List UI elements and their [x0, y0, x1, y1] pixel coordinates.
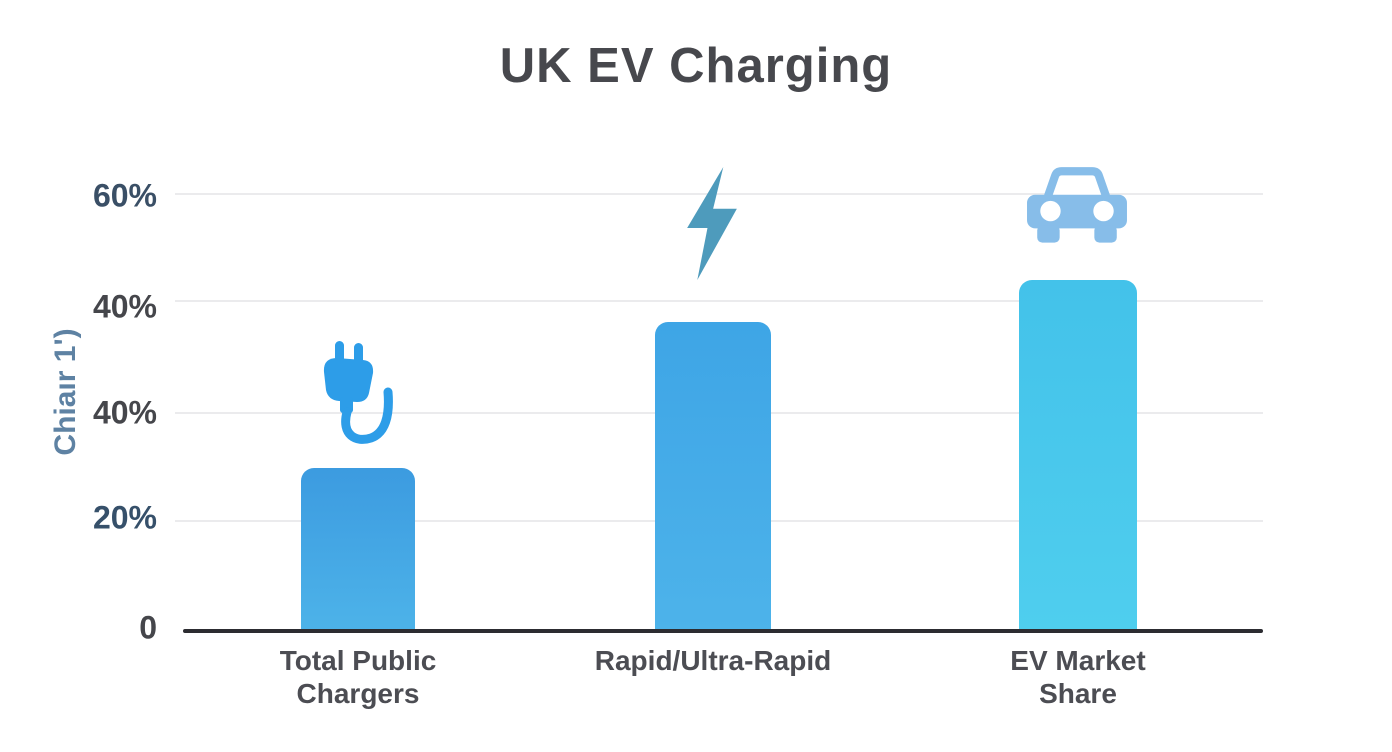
- y-axis-title: Chiaır 1'): [49, 328, 82, 456]
- x-category-label-line: Rapid/Ultra-Rapid: [594, 645, 832, 676]
- y-tick-label: 40%: [92, 288, 157, 325]
- gridline: [175, 193, 1263, 195]
- bar: [1019, 280, 1137, 632]
- y-tick-label: 0: [139, 609, 157, 646]
- x-category-label-line: Chargers: [296, 678, 420, 709]
- car-icon: [1026, 167, 1128, 251]
- y-tick-label: 20%: [92, 499, 157, 536]
- x-category-label-line: Total Public: [279, 645, 437, 676]
- lightning-bolt-icon: [672, 167, 752, 280]
- x-category-label: Total Public Chargers: [280, 644, 437, 710]
- gridline: [175, 300, 1263, 302]
- y-tick-label: 40%: [92, 394, 157, 431]
- x-category-label-line: Share: [1039, 678, 1117, 709]
- bar: [655, 322, 771, 632]
- x-axis-line: [183, 629, 1263, 633]
- bar: [301, 468, 415, 632]
- x-category-label: Rapid/Ultra-Rapid: [595, 644, 831, 677]
- chart-title: UK EV Charging: [499, 39, 893, 93]
- power-plug-icon: [311, 340, 399, 446]
- y-tick-label: 60%: [92, 177, 157, 214]
- x-category-label: EV Market Share: [1010, 644, 1145, 710]
- x-category-label-line: EV Market: [1010, 645, 1146, 676]
